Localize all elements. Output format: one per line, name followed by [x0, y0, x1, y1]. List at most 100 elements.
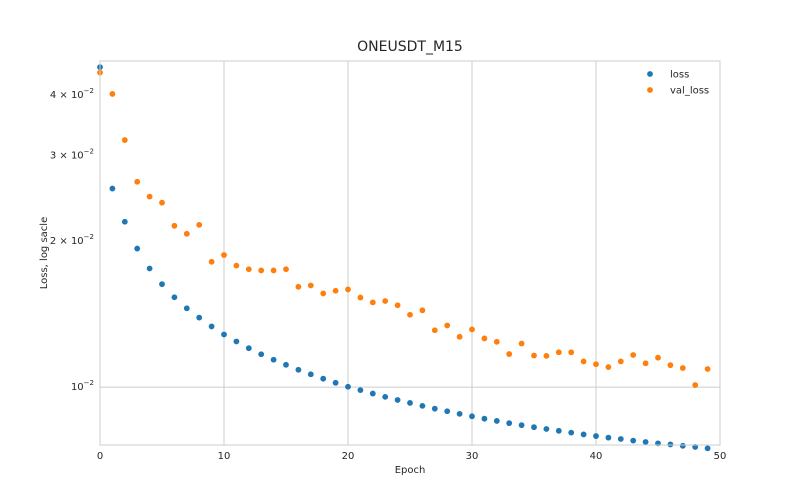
point-loss [109, 185, 116, 192]
point-val_loss [109, 91, 116, 97]
point-val_loss [159, 199, 165, 206]
point-loss [146, 265, 153, 272]
point-val_loss [382, 298, 389, 304]
y-tick-multiplier: 4 × [50, 90, 71, 101]
point-loss [692, 444, 699, 450]
point-val_loss [481, 335, 488, 342]
legend-marker-loss [647, 71, 653, 77]
point-loss [134, 245, 141, 252]
point-loss [642, 439, 649, 445]
point-loss [394, 397, 401, 403]
x-axis-label: Epoch [395, 465, 426, 476]
y-tick-base: 10 [71, 151, 84, 162]
y-tick-base: 10 [71, 90, 84, 101]
legend-label-val_loss: val_loss [670, 86, 709, 97]
point-val_loss [270, 267, 277, 274]
legend-label-loss: loss [670, 70, 689, 81]
point-val_loss [642, 360, 649, 367]
point-val_loss [431, 327, 438, 334]
point-loss [605, 434, 612, 441]
point-loss [444, 408, 451, 415]
point-val_loss [444, 322, 451, 329]
point-loss [456, 410, 463, 417]
point-val_loss [667, 362, 674, 369]
point-loss [431, 405, 438, 412]
point-val_loss [196, 221, 203, 228]
x-tick-label: 0 [97, 451, 103, 462]
point-loss [506, 420, 513, 427]
point-loss [568, 429, 575, 436]
point-val_loss [307, 282, 314, 289]
point-loss [382, 393, 389, 400]
point-val_loss [580, 358, 587, 365]
point-loss [593, 433, 599, 439]
point-loss [171, 294, 178, 301]
point-val_loss [258, 267, 265, 274]
point-loss [233, 338, 240, 345]
point-loss [196, 314, 203, 321]
y-tick-multiplier: 3 × [50, 151, 71, 162]
legend: loss val_loss [647, 70, 709, 97]
point-val_loss [233, 262, 240, 269]
point-val_loss [369, 299, 376, 306]
plot-frame [99, 60, 721, 446]
point-val_loss [295, 283, 302, 290]
point-val_loss [655, 354, 661, 361]
x-tick-label: 40 [590, 451, 603, 462]
point-val_loss [283, 266, 289, 273]
point-loss [332, 379, 339, 386]
point-loss [419, 402, 426, 409]
legend-marker-val_loss [647, 87, 653, 93]
point-loss [369, 390, 376, 397]
point-loss [704, 445, 711, 452]
point-loss [357, 387, 364, 394]
point-val_loss [245, 266, 252, 273]
point-loss [159, 281, 165, 288]
point-loss [221, 331, 227, 338]
point-loss [307, 371, 314, 378]
point-loss [320, 375, 327, 382]
point-loss [555, 427, 562, 434]
point-val_loss [506, 351, 513, 357]
point-loss [208, 323, 215, 330]
point-loss [679, 442, 686, 449]
point-loss [245, 345, 252, 352]
point-val_loss [407, 311, 413, 318]
point-val_loss [320, 290, 327, 297]
point-val_loss [183, 230, 190, 237]
point-val_loss [469, 326, 475, 333]
point-val_loss [679, 365, 686, 371]
y-tick-exponent: −2 [84, 379, 94, 387]
y-axis-label: Loss, log sacle [39, 217, 50, 289]
series-val_loss [97, 69, 711, 388]
point-val_loss [394, 302, 401, 309]
point-val_loss [332, 287, 339, 294]
point-val_loss [221, 252, 227, 258]
point-loss [667, 441, 674, 448]
y-tick-exponent: −2 [84, 148, 94, 156]
x-ticks: 0 10 20 30 40 50 [97, 451, 727, 462]
point-val_loss [345, 286, 351, 293]
grid-layer [100, 61, 720, 445]
y-tick-exponent: −2 [84, 233, 94, 241]
point-val_loss [531, 352, 537, 359]
x-tick-label: 50 [714, 451, 727, 462]
y-tick-label: 3 × 10−2 [50, 148, 94, 162]
point-val_loss [357, 294, 364, 301]
point-val_loss [493, 338, 500, 345]
point-loss [481, 415, 488, 422]
point-loss [258, 351, 265, 358]
point-val_loss [692, 382, 699, 388]
point-val_loss [456, 333, 463, 340]
point-val_loss [171, 222, 178, 229]
point-val_loss [121, 137, 128, 143]
points-layer [97, 64, 711, 452]
point-val_loss [593, 361, 599, 368]
point-val_loss [146, 193, 153, 200]
point-loss [295, 366, 302, 373]
point-loss [630, 437, 637, 444]
point-loss [407, 400, 413, 406]
point-loss [345, 383, 351, 390]
